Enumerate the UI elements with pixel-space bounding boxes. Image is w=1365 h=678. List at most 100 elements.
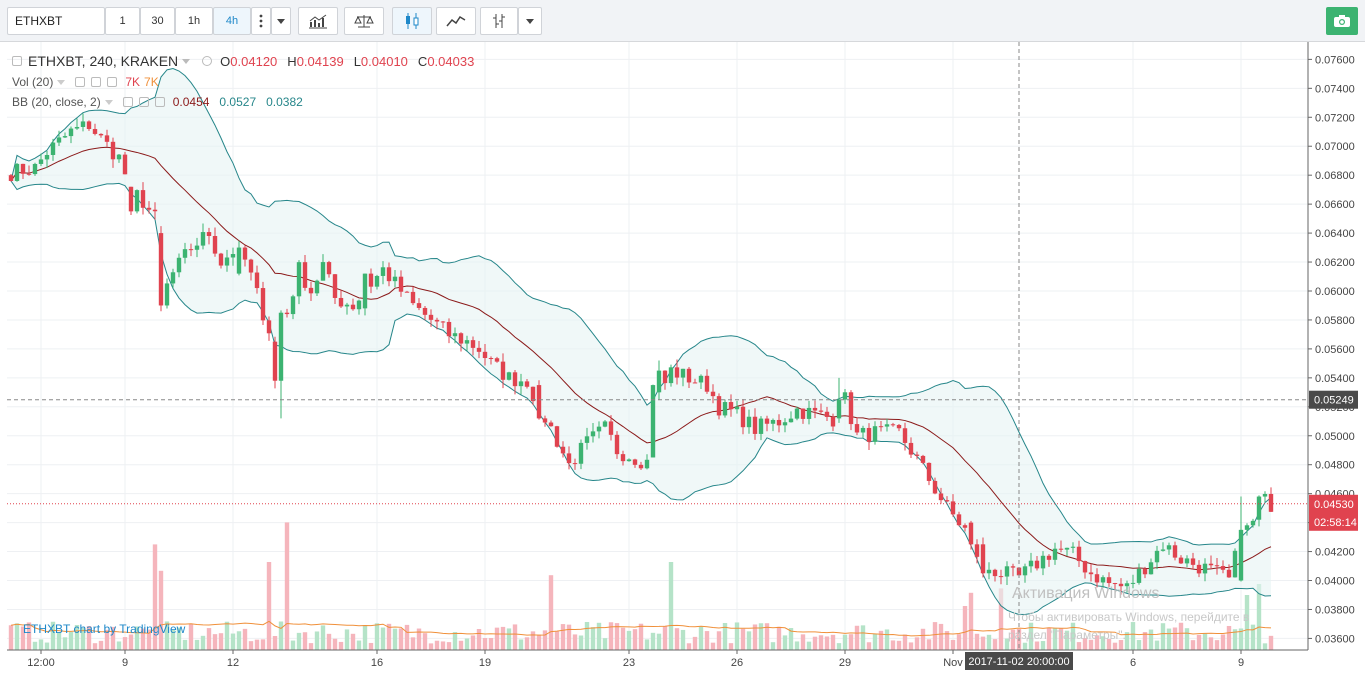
candle-body bbox=[716, 396, 722, 416]
chart-style-dropdown[interactable] bbox=[518, 7, 542, 35]
bars-style-button[interactable] bbox=[480, 7, 518, 35]
volume-bar bbox=[434, 640, 440, 650]
interval-dropdown-button[interactable] bbox=[271, 7, 291, 35]
candle-body bbox=[1238, 529, 1244, 581]
settings-icon[interactable] bbox=[138, 97, 149, 107]
candle-body bbox=[1202, 563, 1208, 574]
volume-bar bbox=[788, 628, 794, 650]
volume-bar bbox=[710, 642, 716, 650]
candle-body bbox=[1190, 558, 1196, 565]
volume-bar bbox=[392, 628, 398, 650]
volume-bar bbox=[56, 632, 62, 650]
price-chart[interactable]: 0.07600 0.07400 0.07200 0.07000 0.06800 0.066… bbox=[7, 42, 1358, 670]
candle-body bbox=[1208, 563, 1214, 566]
volume-bar bbox=[1214, 640, 1220, 650]
eye-icon[interactable] bbox=[75, 77, 86, 87]
candle-body bbox=[752, 416, 758, 434]
line-chart-icon bbox=[446, 15, 466, 27]
volume-bar bbox=[932, 622, 938, 650]
volume-bar bbox=[554, 631, 560, 650]
volume-bar bbox=[494, 627, 500, 650]
volume-bar bbox=[146, 629, 152, 650]
interval-4h-button[interactable]: 4h bbox=[213, 7, 251, 35]
tradingview-attribution-link[interactable]: ETHXBT chart by TradingView bbox=[23, 622, 186, 636]
candle-body bbox=[308, 287, 314, 294]
candle-body bbox=[104, 135, 110, 142]
close-icon[interactable] bbox=[154, 97, 165, 107]
volume-bar bbox=[992, 639, 998, 650]
snapshot-button[interactable] bbox=[1326, 7, 1358, 35]
indicators-button[interactable] bbox=[298, 7, 338, 35]
bb-basis-series bbox=[10, 146, 1272, 571]
candle-body bbox=[1106, 577, 1112, 584]
candle-body bbox=[1118, 583, 1124, 587]
candle-body bbox=[92, 128, 98, 134]
volume-bar bbox=[602, 638, 608, 650]
candle-body bbox=[1070, 546, 1076, 548]
volume-bar bbox=[44, 642, 50, 650]
candle-body bbox=[1160, 549, 1166, 551]
interval-30m-button[interactable]: 30 bbox=[140, 7, 175, 35]
caret-down-icon[interactable] bbox=[57, 79, 66, 85]
price-axis[interactable]: 0.07600 0.07400 0.07200 0.07000 0.06800 0.066… bbox=[1307, 42, 1358, 650]
more-intervals-button[interactable] bbox=[251, 7, 271, 35]
candles bbox=[8, 113, 1274, 595]
close-icon[interactable] bbox=[107, 77, 118, 87]
candle-body bbox=[638, 464, 644, 469]
volume-bar bbox=[722, 622, 728, 650]
volume-bar bbox=[764, 623, 770, 650]
candle-body bbox=[1040, 555, 1046, 569]
candle-body bbox=[452, 333, 458, 337]
candle-body bbox=[74, 126, 80, 129]
volume-bar bbox=[1094, 635, 1100, 650]
candle-body bbox=[602, 421, 608, 427]
volume-bar bbox=[1184, 628, 1190, 650]
volume-bar bbox=[428, 643, 434, 650]
volume-bar bbox=[1166, 628, 1172, 650]
candle-body bbox=[272, 341, 278, 381]
volume-bar bbox=[104, 629, 110, 650]
volume-bar bbox=[752, 624, 758, 650]
volume-bar bbox=[212, 634, 218, 650]
volume-bar bbox=[632, 629, 638, 650]
candle-body bbox=[914, 454, 920, 456]
volume-bar bbox=[854, 625, 860, 650]
candle-body bbox=[644, 459, 650, 469]
candle-body bbox=[1268, 493, 1274, 512]
volume-bar bbox=[284, 522, 290, 650]
candle-body bbox=[710, 391, 716, 397]
eye-icon[interactable] bbox=[202, 56, 213, 66]
volume-bar bbox=[1196, 634, 1202, 650]
candle-body bbox=[146, 207, 152, 210]
volume-bar bbox=[74, 625, 80, 650]
candle-body bbox=[818, 410, 824, 412]
collapse-legend-icon[interactable] bbox=[12, 56, 22, 66]
time-axis[interactable]: 12:00 9 12 16 19 23 26 29 Nov 6 9 2017-11-02 20:00:… bbox=[7, 649, 1308, 670]
price-tick-label: 0.05600 bbox=[1315, 344, 1355, 356]
volume-bar bbox=[836, 643, 842, 650]
volume-bar bbox=[776, 626, 782, 650]
crosshair-date-label: 2017-11-02 20:00:00 bbox=[968, 656, 1069, 668]
candle-body bbox=[1154, 550, 1160, 563]
candle-body bbox=[746, 416, 752, 428]
candle-body bbox=[362, 273, 368, 309]
eye-icon[interactable] bbox=[122, 97, 133, 107]
volume-bar bbox=[14, 623, 20, 650]
interval-1h-button[interactable]: 1h bbox=[175, 7, 213, 35]
candle-body bbox=[296, 262, 302, 297]
indicators-icon bbox=[309, 14, 327, 29]
caret-down-icon[interactable] bbox=[182, 58, 191, 64]
volume-bar bbox=[176, 627, 182, 650]
symbol-input[interactable] bbox=[7, 7, 105, 35]
candle-body bbox=[596, 426, 602, 432]
caret-down-icon[interactable] bbox=[104, 99, 113, 105]
volume-bar bbox=[800, 634, 806, 650]
candle-body bbox=[974, 544, 980, 557]
volume-bar bbox=[560, 624, 566, 650]
candles-style-button[interactable] bbox=[392, 7, 432, 35]
volume-bar bbox=[356, 640, 362, 650]
line-style-button[interactable] bbox=[436, 7, 476, 35]
interval-1m-button[interactable]: 1 bbox=[105, 7, 140, 35]
compare-button[interactable] bbox=[344, 7, 384, 35]
settings-icon[interactable] bbox=[91, 77, 102, 87]
